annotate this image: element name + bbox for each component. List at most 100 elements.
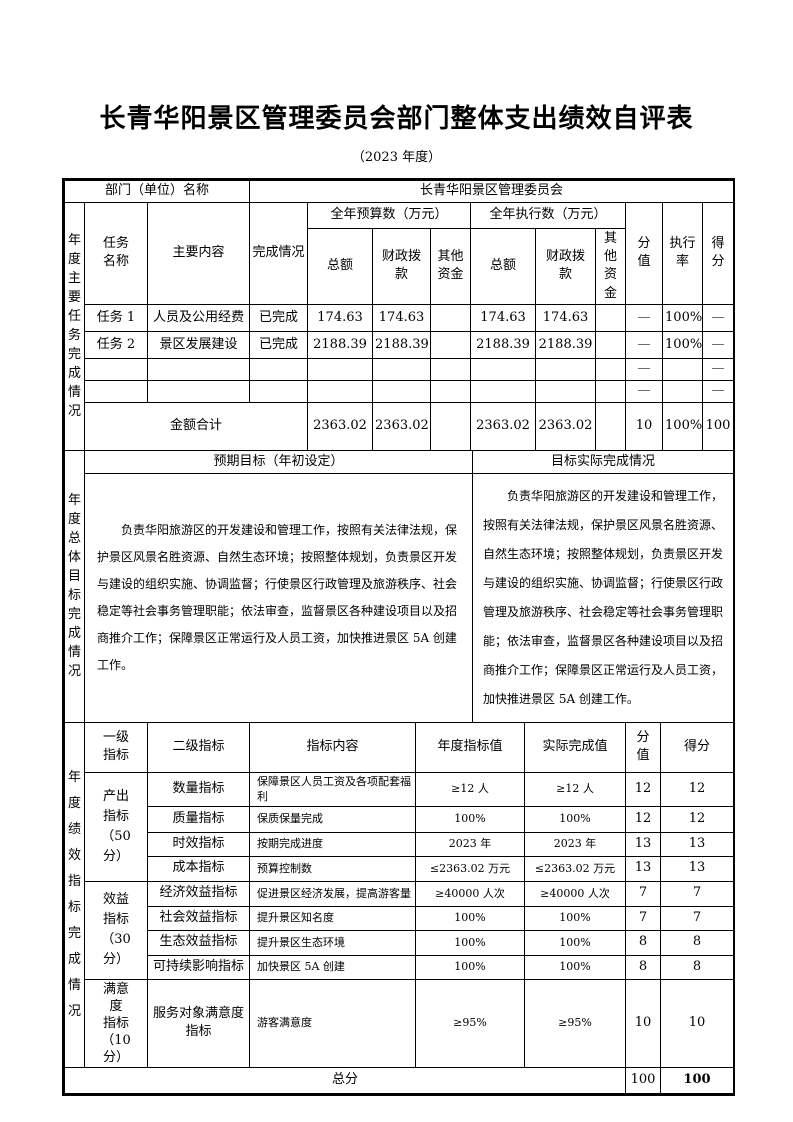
page-title: 长青华阳景区管理委员会部门整体支出绩效自评表	[99, 104, 694, 134]
actual-goal-header: 目标实际完成情况	[472, 449, 734, 474]
task-budget-fiscal: 2188.39	[372, 330, 432, 359]
task-exec-total: 2188.39	[470, 330, 537, 359]
indicator-row: 效益 指标 （30 分） 经济效益指标 促进景区经济发展，提高游客量 ≥4000…	[65, 880, 734, 980]
indicator-annual: 100%	[415, 929, 525, 956]
task-score: —	[702, 379, 735, 403]
header-budget-group: 全年预算数（万元）	[307, 202, 472, 229]
indicator-content: 预算控制数	[249, 855, 416, 882]
tasks-header-row-1: 年度主要任务完成情况 任务 名称 主要内容 完成情况 全年预算数（万元） 全年执…	[64, 202, 735, 451]
indicator-l2: 质量指标	[147, 805, 250, 833]
indicator-l2: 服务对象满意度 指标	[147, 978, 250, 1068]
task-status	[249, 357, 309, 381]
section-main-tasks: 部门（单位）名称 长青华阳景区管理委员会 年度主要任务完成情况 任务 名称 主要…	[63, 180, 735, 451]
header-level1-indicator: 一级 指标	[84, 721, 148, 773]
goals-header-row: 年度总体目标完成情况 预期目标（年初设定） 目标实际完成情况	[64, 449, 734, 723]
total-budget-fiscal: 2363.02	[372, 401, 432, 451]
total-exec-other	[595, 401, 627, 451]
indicator-actual: 100%	[524, 954, 626, 980]
actual-goal-text: 负责华阳旅游区的开发建设和管理工作，按照有关法律法规，保护景区风景名胜资源、自然…	[472, 472, 734, 723]
total-score-row: 总分 100 100	[64, 1066, 734, 1094]
total-exec-rate: 100%	[662, 401, 704, 451]
indicator-content: 提升景区生态环境	[249, 929, 416, 956]
task-name	[84, 357, 148, 381]
header-task-name: 任务 名称	[84, 202, 148, 305]
indicator-annual: 100%	[415, 954, 525, 980]
task-exec-other	[595, 303, 627, 332]
task-score: —	[702, 330, 735, 359]
side-label-overall-goals: 年度总体目标完成情况	[64, 449, 85, 723]
indicator-l2: 生态效益指标	[147, 929, 250, 956]
group-label-satisfaction: 满意 度 指标 （10 分）	[84, 978, 148, 1068]
indicator-l2: 时效指标	[147, 831, 250, 857]
indicator-score: 7	[660, 905, 734, 931]
indicator-actual: ≥12 人	[524, 771, 626, 807]
group-label-output: 产出 指标 （50 分）	[84, 771, 148, 882]
task-row-empty-1: — —	[65, 357, 735, 381]
header-exec-rate: 执行 率	[662, 202, 704, 305]
indicator-annual: ≥40000 人次	[415, 880, 525, 907]
indicator-row: 产出 指标 （50 分） 数量指标 保障景区人员工资及各项配套福利 ≥12 人 …	[65, 771, 734, 882]
task-row-1: 任务 1 人员及公用经费 已完成 174.63 174.63 174.63 17…	[65, 303, 735, 332]
indicator-content: 保质保量完成	[249, 805, 416, 833]
indicator-annual: 100%	[415, 805, 525, 833]
dept-name-value: 长青华阳景区管理委员会	[249, 180, 735, 203]
task-row-2: 任务 2 景区发展建设 已完成 2188.39 2188.39 2188.39 …	[65, 330, 735, 359]
indicator-content: 保障景区人员工资及各项配套福利	[249, 771, 416, 807]
indicator-row: 时效指标 按期完成进度 2023 年 2023 年 13 13	[65, 831, 734, 857]
header-score-value: 分 值	[625, 202, 664, 305]
indicator-l2: 成本指标	[147, 855, 250, 882]
task-exec-fiscal: 174.63	[535, 303, 597, 332]
task-exec-total	[470, 379, 537, 403]
header-budget-fiscal: 财政拨 款	[372, 228, 432, 305]
task-budget-total	[307, 357, 374, 381]
total-budget-other	[430, 401, 472, 451]
task-status: 已完成	[249, 330, 309, 359]
task-budget-other	[430, 357, 472, 381]
task-exec-rate	[662, 357, 704, 381]
amount-total-label: 金额合计	[83, 401, 309, 451]
task-exec-other	[595, 357, 627, 381]
indicator-value: 7	[625, 880, 661, 907]
header-actual-value: 实际完成值	[524, 721, 626, 773]
task-score: —	[702, 357, 735, 381]
task-content: 人员及公用经费	[146, 303, 251, 332]
task-exec-other	[595, 330, 627, 359]
indicator-score: 13	[660, 855, 734, 882]
indicator-content: 提升景区知名度	[249, 905, 416, 931]
dept-name-row: 部门（单位）名称 长青华阳景区管理委员会	[63, 180, 735, 203]
header-annual-target: 年度指标值	[415, 721, 525, 773]
header-completion-status: 完成情况	[249, 202, 309, 305]
total-score-final: 100	[660, 1066, 734, 1094]
group-label-benefit: 效益 指标 （30 分）	[84, 880, 148, 980]
header-budget-other: 其他 资金	[430, 228, 472, 305]
indicator-value: 13	[625, 831, 661, 857]
indicator-row: 质量指标 保质保量完成 100% 100% 12 12	[65, 805, 734, 833]
indicator-score: 12	[660, 805, 734, 833]
task-budget-other	[430, 379, 472, 403]
task-content	[146, 357, 251, 381]
indicator-annual: ≤2363.02 万元	[415, 855, 525, 882]
task-exec-rate: 100%	[662, 330, 704, 359]
indicator-value: 8	[625, 954, 661, 980]
indicator-value: 10	[625, 978, 661, 1068]
indicator-row: 满意 度 指标 （10 分） 服务对象满意度 指标 游客满意度 ≥95% ≥95…	[65, 978, 734, 1068]
page-subtitle: （2023 年度）	[351, 150, 442, 165]
indicator-value: 13	[625, 855, 661, 882]
task-content	[146, 379, 251, 403]
task-content: 景区发展建设	[146, 330, 251, 359]
section-overall-goals: 年度总体目标完成情况 预期目标（年初设定） 目标实际完成情况 负责华阳旅游区的开…	[64, 449, 734, 723]
evaluation-table: 部门（单位）名称 长青华阳景区管理委员会 年度主要任务完成情况 任务 名称 主要…	[62, 178, 735, 1096]
tasks-header-row-2: 总额 财政拨 款 其他 资金 总额 财政拨 款 其他 资金	[65, 228, 734, 305]
indicator-l2: 数量指标	[147, 771, 250, 807]
header-budget-total: 总额	[307, 228, 374, 305]
task-row-empty-2: — —	[65, 379, 735, 403]
indicator-value: 12	[625, 771, 661, 807]
indicator-actual: 100%	[524, 805, 626, 833]
header-exec-group: 全年执行数（万元）	[470, 202, 627, 229]
goals-content-row: 负责华阳旅游区的开发建设和管理工作，按照有关法律法规，保护景区风景名胜资源、自然…	[65, 472, 734, 723]
expected-goal-text: 负责华阳旅游区的开发建设和管理工作，按照有关法律法规，保护景区风景名胜资源、自然…	[84, 472, 473, 723]
indicator-content: 游客满意度	[249, 978, 416, 1068]
indicator-value: 7	[625, 905, 661, 931]
indicator-score: 8	[660, 929, 734, 956]
indicator-content: 按期完成进度	[249, 831, 416, 857]
